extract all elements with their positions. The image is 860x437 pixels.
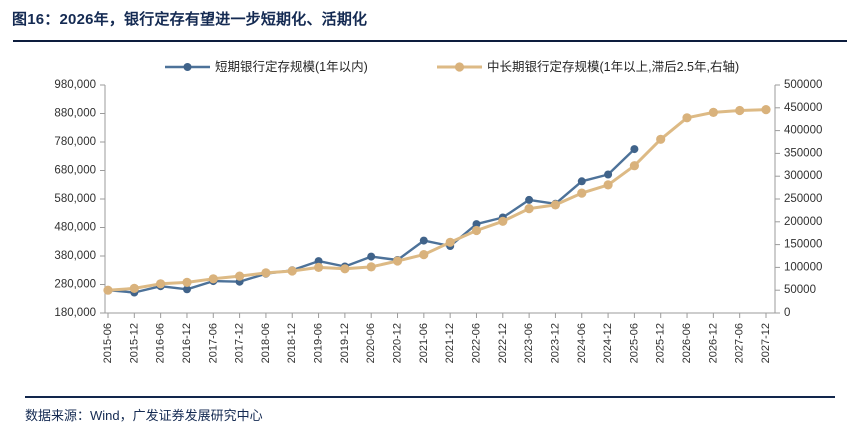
data-point (471, 225, 482, 236)
right-axis-label: 300000 (784, 170, 822, 182)
right-axis-label: 50000 (784, 284, 816, 296)
data-point (340, 264, 350, 274)
right-axis-label: 400000 (784, 125, 822, 137)
right-axis-label: 100000 (784, 261, 822, 273)
right-axis-label: 350000 (784, 147, 822, 159)
data-point (419, 236, 428, 245)
x-axis-label: 2019-12 (339, 323, 351, 363)
left-axis-label: 980,000 (54, 79, 96, 91)
data-point (604, 170, 613, 179)
data-point (498, 216, 508, 226)
data-point (525, 195, 534, 204)
x-axis-label: 2018-12 (286, 323, 298, 363)
x-axis-label: 2024-12 (602, 323, 614, 363)
legend-item: 短期银行定存规模(1年以内) (165, 59, 368, 74)
right-axis-label: 200000 (784, 216, 822, 228)
x-axis-label: 2026-12 (707, 323, 719, 363)
left-axis-label: 580,000 (54, 193, 96, 205)
data-point (445, 237, 455, 247)
data-point (287, 266, 297, 276)
data-point (524, 204, 534, 214)
left-axis-label: 780,000 (54, 136, 96, 148)
x-axis-label: 2027-06 (734, 323, 746, 363)
title-divider (13, 40, 847, 42)
x-axis-label: 2015-06 (102, 323, 114, 363)
footer: 数据来源：Wind，广发证券发展研究中心 (25, 396, 835, 424)
data-point (392, 256, 403, 266)
data-point (629, 161, 640, 171)
x-axis-label: 2021-06 (418, 323, 430, 363)
x-axis-label: 2024-06 (576, 323, 588, 363)
x-axis-label: 2015-12 (128, 323, 140, 363)
right-axis-label: 500000 (784, 79, 822, 91)
x-axis-label: 2018-06 (260, 323, 272, 363)
data-point (182, 277, 192, 287)
data-point (630, 145, 639, 154)
x-axis-label: 2023-06 (523, 323, 535, 363)
data-point (708, 107, 719, 117)
x-axis-label: 2026-06 (681, 323, 693, 363)
data-point (656, 134, 666, 144)
data-point (208, 274, 218, 284)
data-point (129, 283, 139, 293)
data-point (735, 105, 745, 116)
right-axis-label: 0 (784, 307, 790, 319)
right-axis-label: 150000 (784, 239, 822, 251)
right-axis: 0 50000 100000 150000 200000 250000 300000 3500… (775, 79, 822, 319)
data-point (472, 220, 481, 229)
left-axis-label: 680,000 (54, 165, 96, 177)
data-point (235, 271, 245, 281)
data-point (603, 180, 613, 190)
x-axis-label: 2022-12 (497, 323, 509, 363)
left-axis-label: 880,000 (54, 108, 96, 120)
legend: 短期银行定存规模(1年以内) 中长期银行定存规模(1年以上,滞后2.5年,右轴) (165, 59, 739, 74)
chart-area: 180,000 280,000 380,000 480,000 580,000 680,0… (0, 45, 860, 390)
data-point (577, 177, 586, 186)
figure-title: 图16：2026年，银行定存有望进一步短期化、活期化 (12, 11, 368, 28)
data-point (419, 250, 429, 260)
data-point (183, 285, 191, 294)
right-axis-label: 250000 (784, 193, 822, 205)
data-point (682, 113, 692, 123)
x-axis-label: 2016-12 (181, 323, 193, 363)
x-axis-label: 2027-12 (760, 323, 772, 363)
data-point (103, 285, 113, 295)
x-axis-label: 2020-12 (392, 323, 404, 363)
legend-label: 短期银行定存规模(1年以内) (215, 59, 368, 74)
left-axis-label: 180,000 (54, 307, 96, 319)
x-axis-label: 2025-12 (655, 323, 667, 363)
legend-item: 中长期银行定存规模(1年以上,滞后2.5年,右轴) (437, 59, 739, 74)
data-point (761, 105, 771, 115)
data-point (314, 257, 323, 266)
x-axis-label: 2021-12 (444, 323, 456, 363)
x-axis-label: 2022-06 (470, 323, 482, 363)
data-point (156, 279, 166, 289)
data-point (314, 262, 324, 272)
data-source-text: 数据来源：Wind，广发证券发展研究中心 (25, 408, 263, 423)
data-point (261, 268, 271, 278)
series-short-term (104, 145, 639, 297)
right-axis-label: 450000 (784, 102, 822, 114)
data-point (550, 200, 561, 210)
data-point (577, 188, 587, 198)
data-point (367, 252, 376, 261)
series-medium-long-term (103, 105, 771, 295)
x-axis: 2015-06 2015-12 2016-06 2016-12 2017-06 2017-… (102, 313, 772, 363)
left-axis: 180,000 280,000 380,000 480,000 580,000 680,0… (54, 79, 105, 319)
x-axis-label: 2017-12 (234, 323, 246, 363)
data-point (366, 262, 376, 272)
left-axis-label: 480,000 (54, 222, 96, 234)
left-axis-label: 280,000 (54, 279, 96, 291)
legend-label: 中长期银行定存规模(1年以上,滞后2.5年,右轴) (487, 59, 739, 74)
x-axis-label: 2025-06 (628, 323, 640, 363)
left-axis-label: 380,000 (54, 250, 96, 262)
x-axis-label: 2023-12 (549, 323, 561, 363)
x-axis-label: 2017-06 (207, 323, 219, 363)
chart-svg: 180,000 280,000 380,000 480,000 580,000 680,0… (54, 59, 822, 363)
x-axis-label: 2019-06 (313, 323, 325, 363)
x-axis-label: 2020-06 (365, 323, 377, 363)
x-axis-label: 2016-06 (155, 323, 167, 363)
